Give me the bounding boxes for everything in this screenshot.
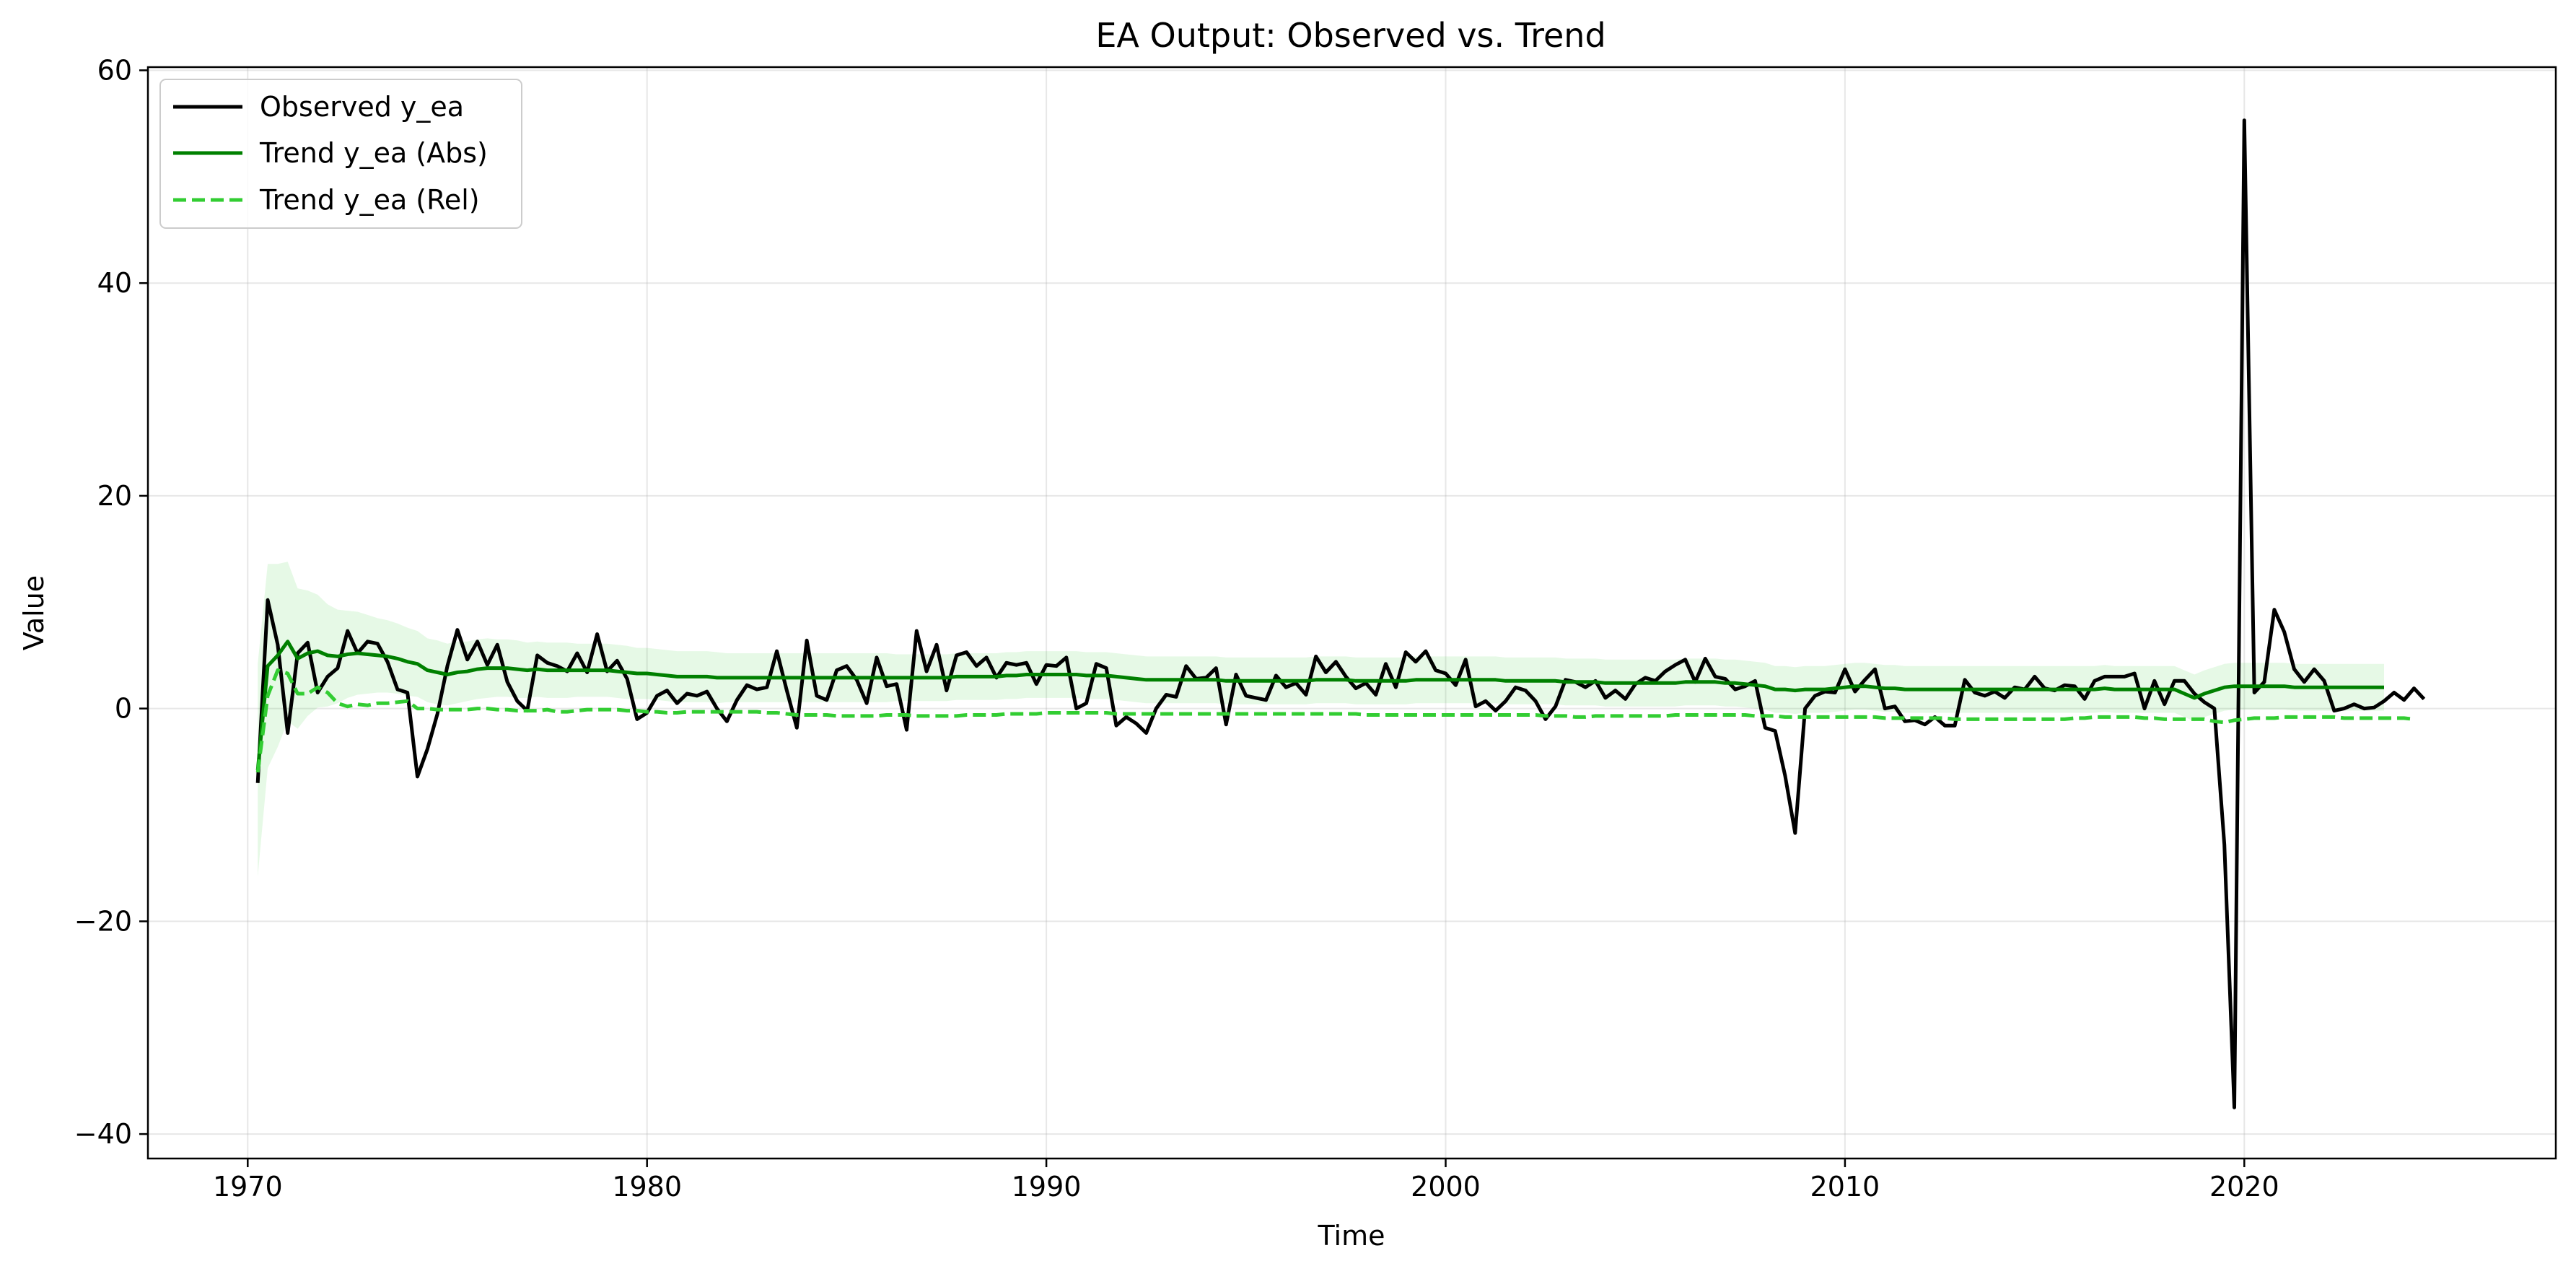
y-tick-label: 60	[97, 54, 132, 86]
observed-line	[255, 118, 2426, 1109]
plot-frame	[146, 66, 2557, 1160]
x-tick-label: 2000	[1411, 1171, 1481, 1203]
legend: Observed y_ea Trend y_ea (Abs) Trend y_e…	[159, 79, 522, 229]
y-tick-label: −20	[74, 905, 132, 937]
trend-rel-line	[255, 668, 2414, 773]
x-axis-label: Time	[1318, 1220, 1385, 1252]
y-axis-label: Value	[18, 575, 50, 650]
x-tick-label: 1990	[1012, 1171, 1082, 1203]
legend-label-trend-rel: Trend y_ea (Rel)	[259, 184, 480, 216]
y-tick-label: 40	[97, 267, 132, 299]
y-tick-label: 20	[97, 480, 132, 512]
x-axis: 1970 1980 1990 2000 2010 2020	[213, 1159, 2279, 1203]
series-lines	[255, 118, 2426, 1109]
legend-box	[159, 79, 522, 229]
trend-abs-line	[255, 640, 2384, 771]
legend-label-trend-abs: Trend y_ea (Abs)	[259, 137, 488, 169]
grid	[148, 67, 2556, 1159]
x-tick-label: 1980	[612, 1171, 682, 1203]
legend-label-observed: Observed y_ea	[260, 91, 464, 123]
x-tick-label: 2020	[2209, 1171, 2279, 1203]
chart-title: EA Output: Observed vs. Trend	[1095, 16, 1605, 55]
y-tick-label: 0	[115, 693, 132, 725]
x-tick-label: 2010	[1810, 1171, 1880, 1203]
x-tick-label: 1970	[213, 1171, 283, 1203]
y-axis: −40 −20 0 20 40 60	[74, 54, 148, 1150]
y-tick-label: −40	[74, 1118, 132, 1150]
